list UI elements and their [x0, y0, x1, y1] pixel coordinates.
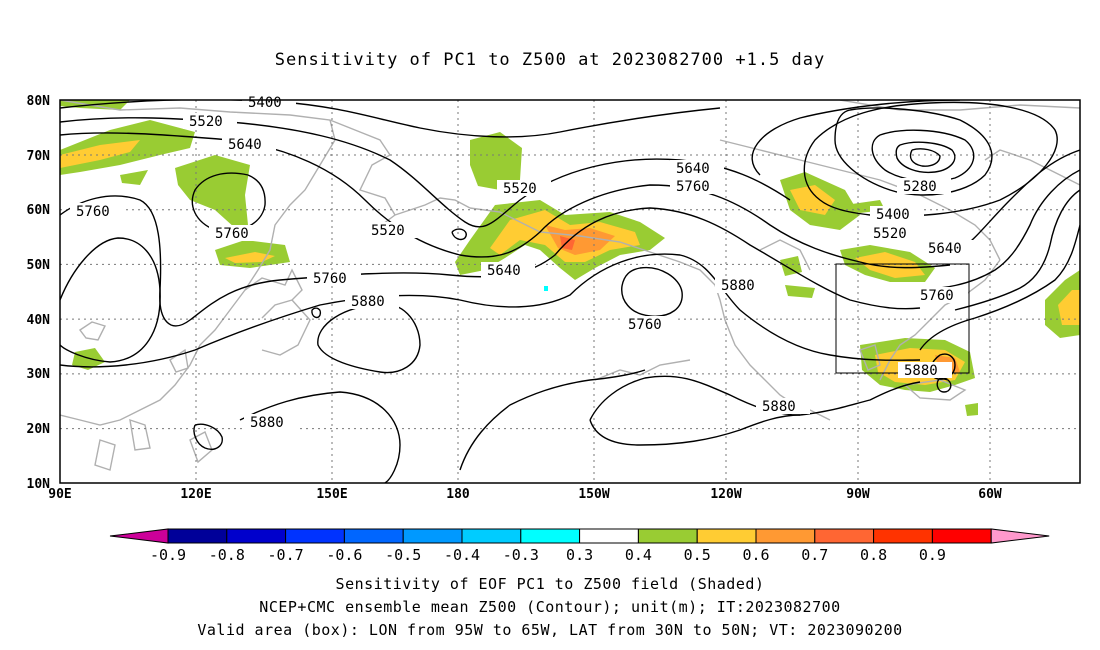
colorbar-cell: [520, 528, 581, 544]
colorbar-label: -0.6: [326, 546, 362, 560]
contour-label: 5880: [721, 278, 755, 294]
contour-label: 5400: [876, 207, 910, 223]
contour-label: 5400: [248, 95, 282, 111]
graticule: [60, 100, 1080, 483]
colorbar-cell: [873, 528, 933, 544]
shade-green: [120, 170, 148, 185]
colorbar-cell: [579, 528, 639, 544]
contour-label: 5880: [904, 363, 938, 379]
shade-yellow: [855, 252, 925, 278]
colorbar-cell: [637, 528, 698, 544]
shade-green: [470, 132, 522, 190]
contour-label: 5760: [313, 271, 347, 287]
lon-label: 150W: [578, 487, 609, 502]
colorbar-cell: [226, 528, 287, 544]
shade-yellow: [225, 252, 275, 263]
colorbar-label: -0.4: [444, 546, 480, 560]
contour-label: 5520: [371, 223, 405, 239]
colorbar-cell: [461, 528, 522, 544]
contour-label: 5520: [873, 226, 907, 242]
shade-yellow: [790, 185, 835, 215]
colorbar-cell: [285, 528, 345, 544]
colorbar-cell: [402, 528, 463, 544]
lat-label: 50N: [27, 258, 51, 273]
shade-green: [965, 403, 978, 416]
lat-label: 80N: [27, 94, 51, 109]
contour-label: 5640: [928, 241, 962, 257]
shade-green: [175, 155, 250, 228]
colorbar-label: -0.9: [150, 546, 186, 560]
shade-green: [72, 348, 105, 370]
contour-label: 5760: [676, 179, 710, 195]
shade-cyan: [544, 286, 548, 291]
lat-label: 10N: [27, 477, 51, 492]
footer-line-2: NCEP+CMC ensemble mean Z500 (Contour); u…: [259, 598, 841, 616]
lat-label: 20N: [27, 422, 51, 437]
shade-yellow: [60, 140, 140, 168]
lat-axis: 80N 70N 60N 50N 40N 30N 20N 10N: [27, 94, 51, 492]
colorbar-label: 0.9: [919, 546, 946, 560]
colorbar-label: 0.3: [566, 546, 593, 560]
colorbar-label: -0.8: [209, 546, 245, 560]
lon-label: 90E: [48, 487, 71, 502]
contour-label: 5520: [189, 114, 223, 130]
colorbar: -0.9 -0.8 -0.7 -0.6 -0.5 -0.4 -0.3 0.3 0.4 0.5 0.6…: [109, 528, 1050, 560]
colorbar-label: -0.3: [503, 546, 539, 560]
contour-label: 5760: [920, 288, 954, 304]
lon-label: 120E: [180, 487, 211, 502]
contour-label: 5640: [228, 137, 262, 153]
colorbar-cell: [167, 528, 228, 544]
lat-label: 40N: [27, 313, 51, 328]
contour-labels: 5400 5520 5640 5760 5760 5520 5520 5640 …: [70, 94, 976, 431]
colorbar-label: 0.8: [860, 546, 887, 560]
shade-green: [785, 285, 815, 298]
colorbar-label: 0.4: [625, 546, 652, 560]
colorbar-cell: [755, 528, 816, 544]
colorbar-cell: [696, 528, 757, 544]
contour-label: 5640: [487, 263, 521, 279]
footer-line-3: Valid area (box): LON from 95W to 65W, L…: [197, 621, 903, 639]
colorbar-cell: [343, 528, 404, 544]
lat-label: 70N: [27, 149, 51, 164]
colorbar-label: 0.5: [684, 546, 711, 560]
sensitivity-shading: [60, 100, 1080, 416]
contour-label: 5880: [762, 399, 796, 415]
colorbar-arrow-low: [109, 528, 169, 544]
contour-label: 5520: [503, 181, 537, 197]
colorbar-label: -0.5: [385, 546, 421, 560]
contour-label: 5880: [250, 415, 284, 431]
colorbar-label: 0.6: [742, 546, 769, 560]
lon-label: 150E: [316, 487, 347, 502]
contour-label: 5640: [676, 161, 710, 177]
colorbar-label: -0.7: [268, 546, 304, 560]
lat-label: 30N: [27, 367, 51, 382]
lon-label: 180: [446, 487, 470, 502]
lon-label: 90W: [846, 487, 870, 502]
colorbar-label: 0.7: [801, 546, 828, 560]
shade-red-orange: [560, 236, 575, 250]
lon-label: 60W: [978, 487, 1002, 502]
colorbar-cell: [814, 528, 875, 544]
sensitivity-map: 5400 5520 5640 5760 5760 5520 5520 5640 …: [27, 94, 1081, 560]
lon-axis: 90E 120E 150E 180 150W 120W 90W 60W: [48, 487, 1002, 502]
map-title: Sensitivity of PC1 to Z500 at 2023082700…: [274, 50, 826, 70]
contour-label: 5760: [76, 204, 110, 220]
lat-label: 60N: [27, 203, 51, 218]
z500-contours: [60, 100, 1080, 483]
shade-yellow: [1058, 290, 1080, 325]
footer-line-1: Sensitivity of EOF PC1 to Z500 field (Sh…: [335, 575, 765, 593]
contour-label: 5760: [628, 317, 662, 333]
colorbar-cell: [931, 528, 992, 544]
contour-label: 5880: [351, 294, 385, 310]
shade-green: [780, 256, 802, 276]
map-frame: [59, 99, 1081, 484]
colorbar-arrow-high: [990, 528, 1050, 544]
contour-label: 5280: [903, 179, 937, 195]
lon-label: 120W: [710, 487, 741, 502]
contour-label: 5760: [215, 226, 249, 242]
